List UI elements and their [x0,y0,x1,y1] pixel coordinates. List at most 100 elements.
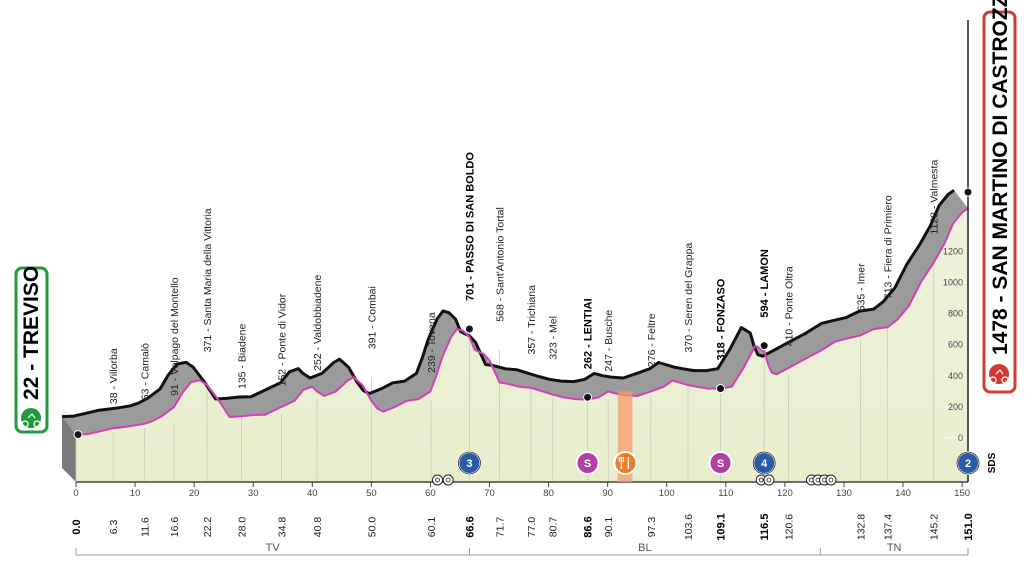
km-label: 50.0 [366,517,378,538]
x-tick-label: 60 [425,488,436,499]
y-tick-label: 1000 [943,278,963,288]
x-tick-label: 30 [248,488,259,499]
finish-label: 1478 - SAN MARTINO DI CASTROZZA [989,0,1012,355]
y-tick-label: 800 [948,309,963,319]
km-label: 6.3 [108,520,120,535]
start-bike-glyph [21,413,41,428]
km-label: 86.6 [583,516,595,537]
km-label: 109.1 [715,513,727,541]
km-label: 145.2 [929,514,941,540]
waypoint-label: 318 - FONZASO [715,278,727,360]
climb-category-ring [752,451,776,475]
km-label: 151.0 [963,513,975,541]
start-badge [14,266,49,434]
waypoint-label: 713 - Fiera di Primiero [883,195,895,299]
x-tick-label: 40 [307,488,318,499]
x-tick-label: 10 [130,488,141,499]
region-label: TN [887,542,902,554]
km-label: 60.1 [426,517,438,538]
x-tick-label: 100 [659,488,675,499]
km-label: 77.0 [526,517,538,538]
climb-category-label: 4 [761,458,768,470]
waypoint-label: 135 - Biadene [236,323,248,389]
waypoint-label: 262 - LENTIAI [583,298,595,369]
x-tick-label: 120 [777,488,793,499]
km-label: 116.5 [759,514,771,541]
tunnel-icon [442,474,454,486]
finish-cyclist-icon [989,364,1009,384]
x-tick-label: 140 [895,488,911,499]
profile-left-wall [62,416,76,482]
km-label: 80.7 [548,517,560,538]
km-label: 0.0 [71,519,83,534]
waypoint-label: 568 - Sant'Antonio Tortal [495,207,507,321]
km-label: 132.8 [855,514,867,540]
control-point-dot [963,187,973,197]
waypoint-label: 701 - PASSO DI SAN BOLDO [464,152,476,301]
km-label: 16.6 [169,517,181,538]
x-tick-label: 130 [836,488,852,499]
km-label: 28.0 [236,517,248,538]
km-label: 40.8 [312,517,324,538]
waypoint-label: 323 - Mel [548,316,560,360]
waypoint-label: 38 - Villorba [108,348,120,404]
km-label: 22.2 [202,517,214,538]
profile-route-line [75,207,969,436]
waypoint-label: 252 - Valdobbiadene [312,275,324,371]
km-label: 66.6 [464,516,476,537]
y-tick-label: 1200 [943,246,963,256]
tunnel-icon [825,474,837,486]
waypoint-label: 371 - Santa Maria della Vittoria [202,208,214,352]
x-tick-label: 0 [73,488,78,499]
waypoint-label: 410 - Ponte Oltra [783,266,795,346]
tunnel-icon [432,474,444,486]
x-tick-label: 80 [543,488,554,499]
waypoint-label: 239 - Tovena [426,312,438,373]
fork-knife-icon [618,457,630,469]
start-cyclist-icon [21,408,41,428]
tunnel-icon-inner [435,477,440,483]
control-point-dot [583,392,593,402]
finish-badge [982,10,1017,394]
km-label: 11.6 [140,517,152,537]
x-tick-label: 70 [484,488,495,499]
km-label: 90.1 [603,517,615,538]
waypoint-label: 370 - Seren del Grappa [683,243,695,353]
waypoint-label: 63 - Camalò [140,343,152,400]
km-label: 71.7 [495,517,507,538]
x-tick-label: 90 [602,488,613,499]
tunnel-icon-inner [445,477,451,483]
y-tick-label: 600 [948,340,963,350]
feed-zone-icon [613,451,638,475]
x-tick-label: 150 [954,488,970,499]
waypoint-label: 247 - Busche [603,310,615,372]
km-label: 103.6 [683,514,695,540]
climb-category-label: 2 [965,458,971,470]
x-tick-label: 50 [366,488,377,499]
tunnel-icon-inner [766,477,772,483]
y-tick-label: 0 [958,433,963,443]
control-point-dot [73,430,83,440]
profile-area [76,208,968,482]
km-label: 34.8 [277,517,289,538]
climb-category-label: 3 [466,458,472,470]
waypoint-label: 357 - Trichiana [526,285,538,355]
x-tick-label: 20 [189,488,200,499]
x-tick-label: 110 [718,488,733,499]
km-label: 120.6 [783,514,795,540]
climb-category-ring [956,451,980,475]
start-label: 22 - TREVISO [20,266,43,400]
profile-top-line [61,188,955,419]
waypoint-label: 91 - Volpago del Montello [169,277,181,396]
waypoint-label: 152 - Ponte di Vidor [277,293,289,386]
waypoint-label: 391 - Combai [366,286,378,349]
control-point-dot [715,384,725,394]
control-point-dot [759,341,769,351]
tunnel-icon-inner [828,477,834,483]
sprint-marker-label: S [584,458,591,470]
climb-category-ring [458,451,481,475]
region-label: BL [638,542,651,554]
waypoint-label: 635 - Imer [855,263,867,311]
sprint-marker [575,451,600,475]
